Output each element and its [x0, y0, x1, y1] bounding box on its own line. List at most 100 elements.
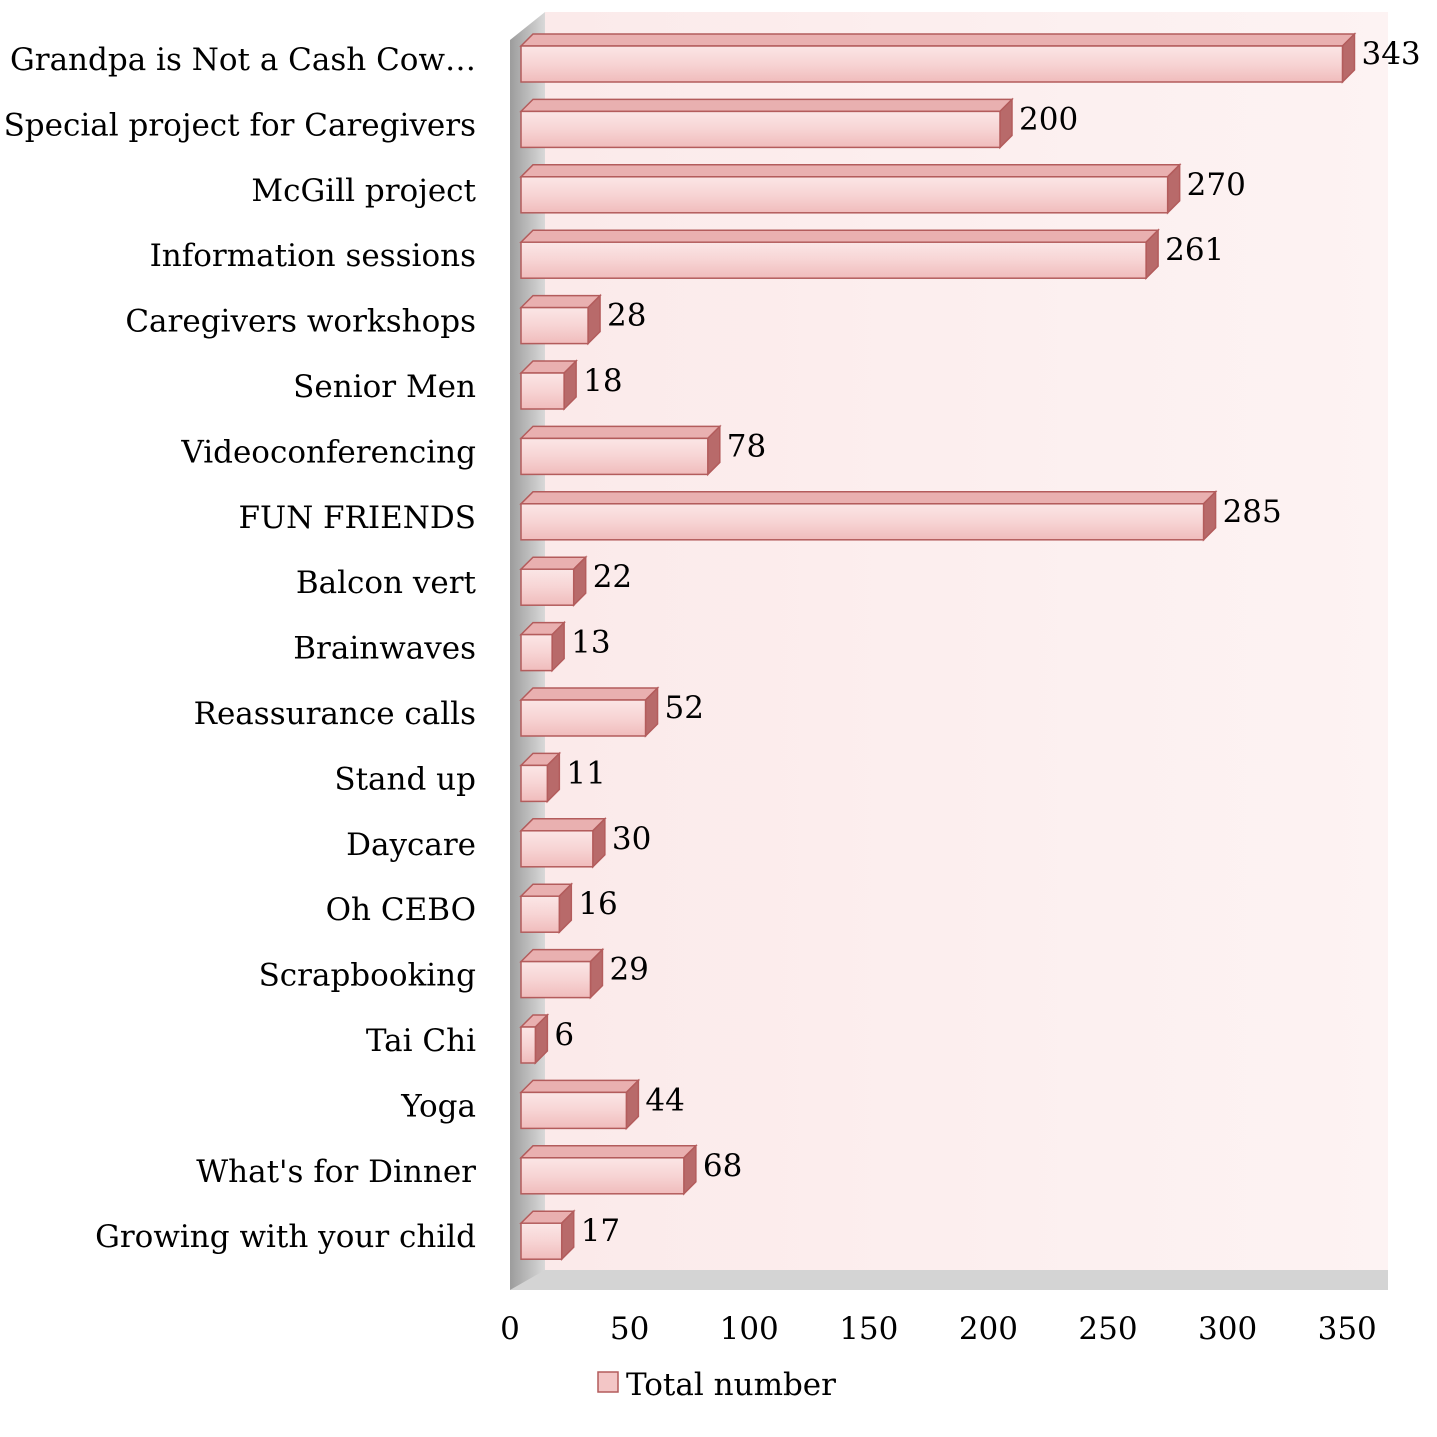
bar-front-face [520, 568, 575, 606]
bar [519, 424, 722, 477]
bar-front-face [520, 1026, 537, 1064]
data-label: 44 [645, 1082, 684, 1118]
x-tick-label: 300 [1198, 1311, 1257, 1347]
bar [519, 1013, 550, 1065]
bar-top-face [519, 425, 722, 440]
category-label: Stand up [334, 761, 476, 797]
category-label: Information sessions [150, 238, 476, 274]
category-label: McGill project [251, 173, 476, 209]
data-label: 270 [1187, 167, 1246, 203]
bar [519, 947, 605, 1000]
category-label: Grandpa is Not a Cash Cow… [10, 42, 476, 78]
bar-front-face [520, 960, 592, 999]
bar-front-face [520, 241, 1147, 279]
data-label: 261 [1165, 232, 1224, 268]
x-tick-label: 50 [610, 1311, 649, 1347]
x-tick-label: 0 [500, 1311, 520, 1347]
category-label: Reassurance calls [194, 696, 476, 732]
bar [519, 293, 602, 346]
bar [519, 32, 1357, 84]
bar-front-face [520, 1157, 685, 1195]
data-label: 17 [581, 1213, 620, 1249]
data-label: 28 [607, 298, 646, 334]
bar-top-face [519, 98, 1014, 113]
bar-front-face [520, 45, 1344, 83]
bar [519, 1143, 698, 1196]
bar-front-face [520, 895, 561, 933]
bar-top-face [519, 164, 1182, 178]
data-label: 16 [578, 886, 617, 922]
plot-back-wall [545, 12, 1388, 1284]
bar [519, 97, 1014, 150]
bar-front-face [520, 764, 549, 803]
bar-front-face [520, 1091, 628, 1130]
bar [519, 555, 588, 608]
bar-top-face [519, 491, 1218, 505]
bar [519, 751, 562, 804]
plot-floor [510, 1270, 1388, 1290]
x-tick-label: 100 [720, 1311, 779, 1347]
bar-top-face [519, 818, 607, 832]
data-label: 11 [566, 755, 605, 791]
bar-top-face [519, 33, 1357, 47]
x-tick-label: 200 [959, 1311, 1018, 1347]
category-label: Scrapbooking [259, 958, 476, 994]
bar-top-face [519, 1145, 698, 1159]
bar-front-face [520, 306, 589, 345]
bar-front-face [520, 830, 594, 868]
bar-front-face [520, 372, 565, 410]
data-label: 18 [583, 363, 622, 399]
bar [519, 686, 660, 738]
x-tick-label: 150 [839, 1311, 898, 1347]
x-tick-label: 350 [1318, 1311, 1377, 1347]
data-label: 29 [609, 952, 648, 988]
legend-label: Total number [626, 1367, 836, 1403]
data-label: 285 [1223, 494, 1282, 530]
category-label: Senior Men [293, 369, 476, 405]
category-label: Balcon vert [296, 565, 477, 601]
bar-front-face [520, 503, 1205, 541]
category-label: Daycare [346, 827, 476, 863]
bar [519, 1209, 576, 1262]
x-axis-ticks: 0 50 100 150 200 250 300 350 [500, 1311, 1377, 1347]
bar [519, 1078, 641, 1131]
data-label: 13 [571, 625, 610, 661]
bar [519, 816, 607, 869]
bars-layer [519, 32, 1357, 1262]
data-label: 22 [593, 559, 632, 595]
category-label: Special project for Caregivers [4, 107, 476, 143]
bar-front-face [520, 437, 709, 476]
data-label: 343 [1361, 36, 1420, 72]
data-label: 200 [1019, 101, 1078, 137]
legend-swatch [597, 1371, 619, 1393]
bar [519, 162, 1182, 215]
data-label: 52 [665, 690, 704, 726]
category-label: Yoga [400, 1088, 476, 1124]
data-label: 6 [554, 1017, 574, 1053]
bar-top-face [519, 687, 660, 701]
bar [519, 620, 566, 673]
bar [519, 489, 1218, 542]
category-label: Videoconferencing [180, 434, 476, 470]
bar-front-face [520, 176, 1169, 214]
category-label: Tai Chi [366, 1023, 476, 1059]
bar [519, 359, 578, 411]
bar-top-face [519, 294, 602, 309]
data-label: 30 [612, 821, 651, 857]
legend: Total number [597, 1367, 836, 1403]
bar-front-face [520, 699, 647, 737]
bar-top-face [519, 229, 1160, 243]
x-tick-label: 250 [1078, 1311, 1137, 1347]
data-label: 68 [703, 1148, 742, 1184]
bar [519, 228, 1160, 281]
bar-front-face [520, 110, 1001, 149]
data-label: 78 [727, 428, 766, 464]
category-label: Oh CEBO [326, 892, 476, 928]
category-label: FUN FRIENDS [238, 500, 476, 536]
bar-top-face [519, 948, 605, 963]
category-label: Caregivers workshops [125, 304, 476, 340]
category-label: Brainwaves [293, 631, 476, 667]
bar-front-face [520, 633, 553, 672]
